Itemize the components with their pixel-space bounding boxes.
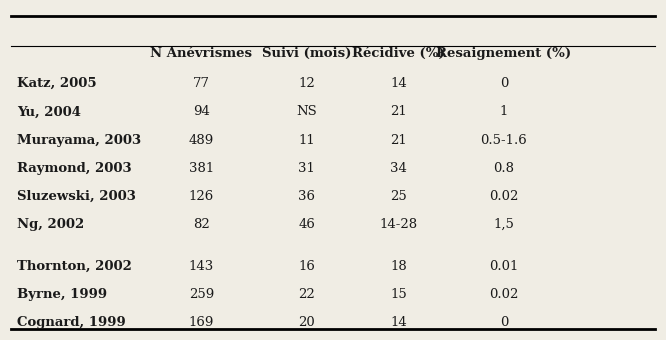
Text: Resaignement (%): Resaignement (%) [436,47,571,61]
Text: Katz, 2005: Katz, 2005 [17,77,97,90]
Text: 16: 16 [298,260,315,273]
Text: 11: 11 [298,134,315,147]
Text: 31: 31 [298,162,315,175]
Text: 77: 77 [193,77,210,90]
Text: 0.02: 0.02 [490,288,519,301]
Text: 126: 126 [189,190,214,203]
Text: 14: 14 [390,316,407,329]
Text: Thornton, 2002: Thornton, 2002 [17,260,132,273]
Text: Raymond, 2003: Raymond, 2003 [17,162,132,175]
Text: 0: 0 [500,316,508,329]
Text: 15: 15 [390,288,407,301]
Text: 82: 82 [193,218,210,231]
Text: Byrne, 1999: Byrne, 1999 [17,288,107,301]
Text: 21: 21 [390,134,407,147]
Text: Récidive (%): Récidive (%) [352,47,445,61]
Text: 36: 36 [298,190,315,203]
Text: 18: 18 [390,260,407,273]
Text: 169: 169 [188,316,214,329]
Text: 1: 1 [500,105,508,118]
Text: 22: 22 [298,288,315,301]
Text: 25: 25 [390,190,407,203]
Text: 0.02: 0.02 [490,190,519,203]
Text: Ng, 2002: Ng, 2002 [17,218,85,231]
Text: Murayama, 2003: Murayama, 2003 [17,134,141,147]
Text: 20: 20 [298,316,315,329]
Text: 381: 381 [189,162,214,175]
Text: N Anévrismes: N Anévrismes [151,47,252,61]
Text: 14-28: 14-28 [380,218,418,231]
Text: Yu, 2004: Yu, 2004 [17,105,81,118]
Text: NS: NS [296,105,317,118]
Text: Suivi (mois): Suivi (mois) [262,47,352,61]
Text: Cognard, 1999: Cognard, 1999 [17,316,126,329]
Text: 34: 34 [390,162,407,175]
Text: 489: 489 [189,134,214,147]
Text: 0.01: 0.01 [490,260,519,273]
Text: 12: 12 [298,77,315,90]
Text: 143: 143 [189,260,214,273]
Text: 14: 14 [390,77,407,90]
Text: 259: 259 [189,288,214,301]
Text: 21: 21 [390,105,407,118]
Text: 0: 0 [500,77,508,90]
Text: 46: 46 [298,218,315,231]
Text: 94: 94 [193,105,210,118]
Text: 0.5-1.6: 0.5-1.6 [481,134,527,147]
Text: 0.8: 0.8 [494,162,515,175]
Text: 1,5: 1,5 [494,218,514,231]
Text: Sluzewski, 2003: Sluzewski, 2003 [17,190,136,203]
